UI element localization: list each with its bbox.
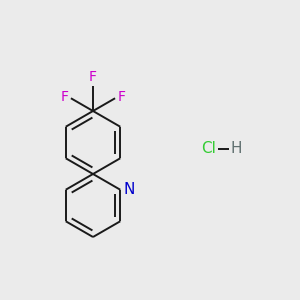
Text: H: H [231, 141, 242, 156]
Text: Cl: Cl [201, 141, 216, 156]
Text: F: F [89, 70, 97, 84]
Text: F: F [118, 90, 125, 104]
Text: N: N [123, 182, 135, 197]
Text: F: F [61, 90, 68, 104]
